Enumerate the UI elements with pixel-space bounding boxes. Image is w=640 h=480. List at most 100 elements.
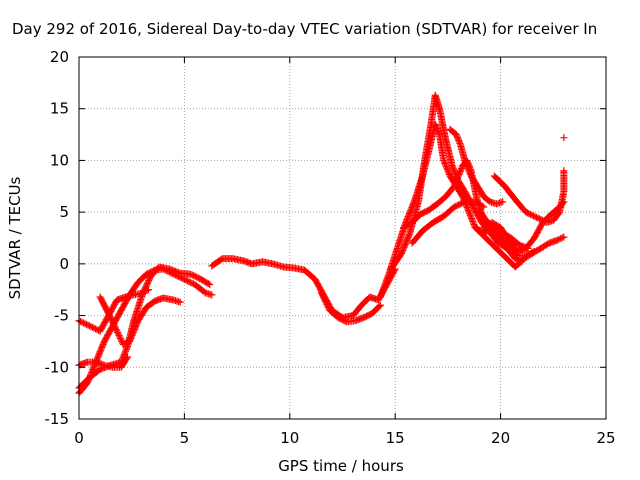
data-point — [131, 324, 139, 332]
data-point — [191, 272, 199, 280]
data-point — [87, 323, 95, 331]
data-point — [529, 212, 537, 220]
data-point — [149, 267, 157, 275]
data-point — [440, 158, 448, 166]
data-point — [400, 244, 408, 252]
data-point — [182, 276, 190, 284]
data-point — [176, 298, 184, 306]
data-point — [132, 321, 140, 329]
data-point — [114, 329, 122, 337]
data-point — [434, 126, 442, 134]
data-point — [467, 213, 475, 221]
data-point — [456, 169, 464, 177]
data-point — [116, 333, 124, 341]
data-point — [457, 165, 465, 173]
data-point — [116, 335, 124, 343]
data-point — [188, 279, 196, 287]
data-point — [451, 181, 459, 189]
data-point — [404, 233, 412, 241]
data-point — [126, 337, 134, 345]
data-point — [183, 277, 191, 285]
data-point — [405, 232, 413, 240]
data-point — [463, 163, 471, 171]
data-point — [403, 216, 411, 224]
data-point — [532, 213, 540, 221]
data-point — [405, 211, 413, 219]
data-point — [86, 373, 94, 381]
data-point — [88, 368, 96, 376]
x-tick-label: 10 — [280, 429, 299, 447]
data-point — [170, 270, 178, 278]
data-point — [461, 158, 469, 166]
data-point — [404, 213, 412, 221]
data-point — [80, 319, 88, 327]
data-point — [127, 333, 135, 341]
y-tick-label: 20 — [50, 48, 69, 66]
data-marks — [75, 91, 568, 397]
data-point — [84, 321, 92, 329]
x-tick-label: 15 — [386, 429, 405, 447]
data-point — [140, 288, 148, 296]
x-tick-label: 20 — [491, 429, 510, 447]
data-point — [401, 241, 409, 249]
data-point — [454, 173, 462, 181]
data-point — [123, 354, 131, 362]
data-point — [119, 341, 127, 349]
data-point — [97, 346, 105, 354]
data-point — [465, 166, 473, 174]
data-point — [95, 351, 103, 359]
data-point — [145, 286, 153, 294]
data-point — [457, 166, 465, 174]
data-point — [534, 214, 542, 222]
y-tick-label: 0 — [59, 255, 69, 273]
data-point — [522, 208, 530, 216]
data-point — [459, 199, 467, 207]
data-point — [402, 239, 410, 247]
data-point — [85, 374, 93, 382]
data-point — [464, 164, 472, 172]
data-point — [444, 167, 452, 175]
data-point — [405, 230, 413, 238]
data-point — [463, 203, 471, 211]
data-point — [464, 207, 472, 215]
chart-title: Day 292 of 2016, Sidereal Day-to-day VTE… — [12, 20, 597, 38]
data-point — [190, 272, 198, 280]
data-point — [167, 269, 175, 277]
data-point — [185, 278, 193, 286]
data-point — [526, 210, 534, 218]
data-point — [83, 379, 91, 387]
x-tick-label: 0 — [74, 429, 84, 447]
y-tick-label: -5 — [54, 307, 69, 325]
data-point — [173, 272, 181, 280]
data-point — [89, 366, 97, 374]
data-point — [78, 318, 86, 326]
data-point — [89, 323, 97, 331]
data-point — [557, 235, 565, 243]
data-point — [128, 332, 136, 340]
data-point — [193, 273, 201, 281]
data-point — [463, 161, 471, 169]
data-point — [453, 201, 461, 209]
data-point — [440, 156, 448, 164]
data-point — [528, 211, 536, 219]
data-point — [454, 134, 462, 142]
data-point — [560, 167, 568, 175]
data-point — [511, 255, 519, 263]
data-point — [176, 273, 184, 281]
data-point — [98, 343, 106, 351]
data-point — [523, 209, 531, 217]
data-point — [535, 215, 543, 223]
data-point — [130, 326, 138, 334]
data-point — [469, 217, 477, 225]
data-point — [188, 271, 196, 279]
data-point — [122, 347, 130, 355]
data-point — [376, 301, 384, 309]
data-point — [88, 367, 96, 375]
data-point — [86, 322, 94, 330]
data-point — [450, 203, 458, 211]
data-point — [204, 280, 212, 288]
data-point — [554, 236, 562, 244]
data-point — [455, 170, 463, 178]
data-point — [441, 160, 449, 168]
data-point — [455, 201, 463, 209]
